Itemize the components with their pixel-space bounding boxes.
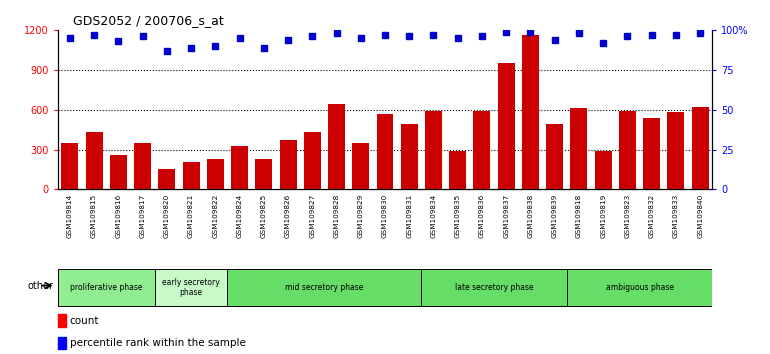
Text: GSM109823: GSM109823 bbox=[624, 193, 631, 238]
Bar bbox=[182, 161, 199, 189]
Bar bbox=[594, 151, 611, 189]
Text: GSM109814: GSM109814 bbox=[67, 193, 73, 238]
Bar bbox=[159, 169, 176, 189]
Text: GSM109824: GSM109824 bbox=[236, 193, 243, 238]
Text: GSM109817: GSM109817 bbox=[139, 193, 146, 238]
Text: GSM109827: GSM109827 bbox=[310, 193, 315, 238]
Text: GSM109818: GSM109818 bbox=[576, 193, 582, 238]
Bar bbox=[474, 111, 490, 189]
Text: GSM109815: GSM109815 bbox=[91, 193, 97, 238]
Text: GSM109816: GSM109816 bbox=[116, 193, 122, 238]
Bar bbox=[58, 314, 66, 327]
Text: GSM109819: GSM109819 bbox=[600, 193, 606, 238]
Bar bbox=[425, 111, 442, 189]
Bar bbox=[58, 269, 155, 306]
Text: GSM109832: GSM109832 bbox=[648, 193, 654, 238]
Bar bbox=[85, 132, 102, 189]
Text: GSM109825: GSM109825 bbox=[261, 193, 266, 238]
Bar bbox=[256, 159, 273, 189]
Bar bbox=[546, 124, 563, 189]
Text: GDS2052 / 200706_s_at: GDS2052 / 200706_s_at bbox=[73, 13, 224, 27]
Text: mid secretory phase: mid secretory phase bbox=[285, 283, 363, 292]
Text: GSM109826: GSM109826 bbox=[285, 193, 291, 238]
Text: GSM109830: GSM109830 bbox=[382, 193, 388, 238]
Bar bbox=[619, 111, 636, 189]
Bar bbox=[110, 155, 127, 189]
Text: proliferative phase: proliferative phase bbox=[70, 283, 142, 292]
Text: GSM109822: GSM109822 bbox=[213, 193, 219, 238]
Text: GSM109833: GSM109833 bbox=[673, 193, 679, 238]
Text: GSM109838: GSM109838 bbox=[527, 193, 534, 238]
Bar bbox=[231, 145, 248, 189]
Text: count: count bbox=[69, 316, 99, 326]
Bar bbox=[58, 337, 66, 349]
Text: percentile rank within the sample: percentile rank within the sample bbox=[69, 338, 246, 348]
Bar bbox=[497, 63, 514, 189]
Bar bbox=[328, 104, 345, 189]
Bar bbox=[377, 114, 393, 189]
Bar bbox=[421, 269, 567, 306]
Text: GSM109828: GSM109828 bbox=[333, 193, 340, 238]
Text: GSM109836: GSM109836 bbox=[479, 193, 485, 238]
Bar bbox=[400, 124, 417, 189]
Bar bbox=[449, 151, 466, 189]
Text: GSM109835: GSM109835 bbox=[455, 193, 460, 238]
Bar bbox=[353, 143, 370, 189]
Bar bbox=[155, 269, 227, 306]
Bar bbox=[668, 113, 685, 189]
Text: GSM109839: GSM109839 bbox=[551, 193, 557, 238]
Bar bbox=[571, 108, 588, 189]
Bar bbox=[280, 140, 296, 189]
Bar bbox=[643, 118, 660, 189]
Text: GSM109840: GSM109840 bbox=[697, 193, 703, 238]
Bar bbox=[567, 269, 712, 306]
Bar bbox=[691, 107, 708, 189]
Text: GSM109820: GSM109820 bbox=[164, 193, 170, 238]
Bar bbox=[134, 143, 151, 189]
Bar bbox=[62, 143, 79, 189]
Bar bbox=[522, 35, 539, 189]
Text: late secretory phase: late secretory phase bbox=[455, 283, 534, 292]
Text: GSM109831: GSM109831 bbox=[407, 193, 412, 238]
Bar bbox=[227, 269, 421, 306]
Text: GSM109821: GSM109821 bbox=[188, 193, 194, 238]
Text: GSM109834: GSM109834 bbox=[430, 193, 437, 238]
Text: GSM109829: GSM109829 bbox=[358, 193, 363, 238]
Text: GSM109837: GSM109837 bbox=[504, 193, 509, 238]
Bar bbox=[207, 159, 224, 189]
Text: ambiguous phase: ambiguous phase bbox=[605, 283, 674, 292]
Text: early secretory
phase: early secretory phase bbox=[162, 278, 220, 297]
Bar bbox=[304, 132, 321, 189]
Text: other: other bbox=[28, 281, 54, 291]
